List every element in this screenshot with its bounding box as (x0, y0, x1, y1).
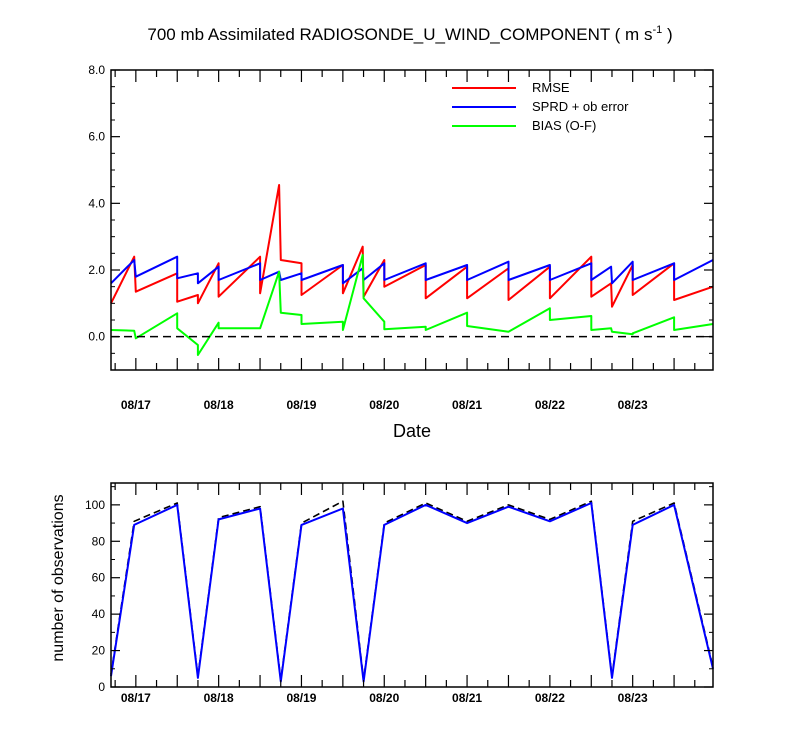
x-tick-label: 08/21 (452, 398, 482, 412)
x-tick-label: 08/19 (286, 691, 316, 705)
bottom-panel: 0 20 40 60 80 100 08/17 08/18 08/19 08/20 08/21 08/… (85, 482, 714, 705)
y-axis-label-observations: number of observations (50, 494, 67, 661)
y-tick-label: 80 (92, 534, 106, 548)
x-tick-label: 08/18 (204, 691, 234, 705)
chart-title-main: 700 mb Assimilated RADIOSONDE_U_WIND_COM… (147, 25, 652, 44)
legend-label: BIAS (O-F) (532, 118, 596, 133)
x-tick-label: 08/21 (452, 691, 482, 705)
series-line-rmse (110, 184, 714, 308)
top-plot-frame (110, 69, 714, 371)
chart-title: 700 mb Assimilated RADIOSONDE_U_WIND_COM… (147, 24, 672, 44)
legend-label: RMSE (532, 80, 570, 95)
y-tick-label: 40 (92, 607, 106, 621)
y-tick-label: 100 (85, 498, 105, 512)
x-tick-label: 08/23 (618, 691, 648, 705)
top-panel: 0.0 2.0 4.0 6.0 8.0 08/17 08/18 08/19 08/20 08/21… (88, 63, 714, 412)
series-line-bias-o-f (110, 254, 714, 356)
chart-title-units-superscript: -1 (652, 24, 662, 36)
chart-title-end: ) (662, 25, 672, 44)
bottom-series-group (110, 500, 714, 683)
top-series-group (110, 184, 714, 356)
y-tick-label: 8.0 (88, 63, 105, 77)
bottom-plot-frame (110, 482, 714, 688)
y-tick-label: 2.0 (88, 263, 105, 277)
legend-label: SPRD + ob error (532, 99, 629, 114)
legend: RMSE SPRD + ob error BIAS (O-F) (452, 80, 629, 133)
top-axis-ticks: 0.0 2.0 4.0 6.0 8.0 08/17 08/18 08/19 08/20 08/21… (88, 63, 713, 412)
x-tick-label: 08/22 (535, 398, 565, 412)
x-tick-label: 08/22 (535, 691, 565, 705)
y-tick-label: 60 (92, 571, 106, 585)
y-tick-label: 0 (98, 680, 105, 694)
y-tick-label: 20 (92, 644, 106, 658)
x-tick-label: 08/20 (369, 398, 399, 412)
y-tick-label: 4.0 (88, 196, 105, 210)
x-tick-label: 08/23 (618, 398, 648, 412)
x-axis-label: Date (393, 421, 431, 441)
series-line-sprd-ob-error (110, 255, 714, 285)
series-line-assimilated-observations (110, 502, 714, 683)
bottom-axis-ticks: 0 20 40 60 80 100 08/17 08/18 08/19 08/20 08/21 08/… (85, 483, 713, 705)
x-tick-label: 08/17 (121, 398, 151, 412)
x-tick-label: 08/20 (369, 691, 399, 705)
x-tick-label: 08/18 (204, 398, 234, 412)
x-tick-label: 08/19 (286, 398, 316, 412)
y-tick-label: 6.0 (88, 130, 105, 144)
x-tick-label: 08/17 (121, 691, 151, 705)
y-tick-label: 0.0 (88, 330, 105, 344)
